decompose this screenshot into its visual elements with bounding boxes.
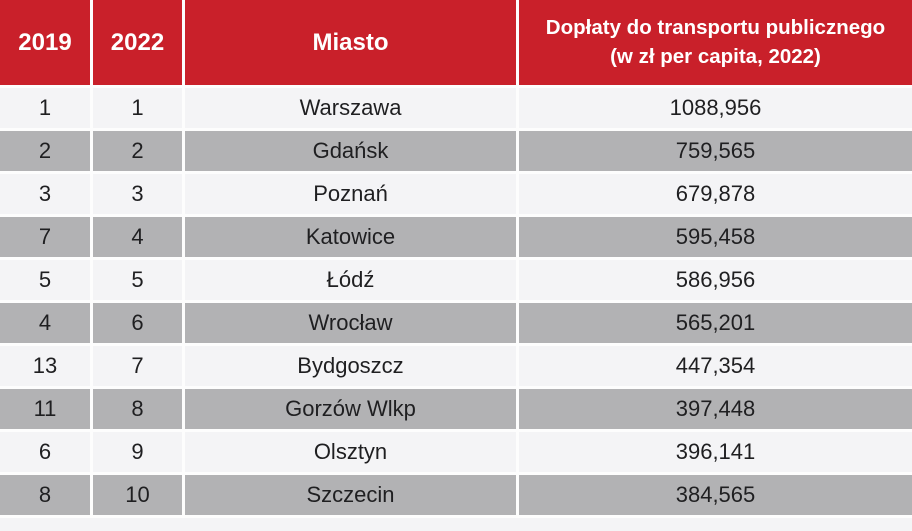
rank-2022-cell: 2 [93, 131, 182, 171]
rank-2022-cell: 5 [93, 260, 182, 300]
rank-2019-cell: 5 [0, 260, 90, 300]
value-cell: 679,878 [519, 174, 912, 214]
rank-2019-cell: 7 [0, 217, 90, 257]
column-header-value-line2: (w zł per capita, 2022) [610, 44, 821, 68]
city-cell: Bydgoszcz [185, 346, 516, 386]
city-cell: Gdańsk [185, 131, 516, 171]
rank-2022-cell: 4 [93, 217, 182, 257]
value-cell: 397,448 [519, 389, 912, 429]
rank-2019-cell: 8 [0, 475, 90, 515]
bottom-strip [0, 518, 912, 531]
value-cell: 586,956 [519, 260, 912, 300]
rank-2022-cell: 10 [93, 475, 182, 515]
rank-2019-cell: 4 [0, 303, 90, 343]
value-cell: 1088,956 [519, 88, 912, 128]
rank-2019-cell: 13 [0, 346, 90, 386]
rank-2022-cell: 6 [93, 303, 182, 343]
value-cell: 759,565 [519, 131, 912, 171]
rank-2022-cell: 7 [93, 346, 182, 386]
city-cell: Katowice [185, 217, 516, 257]
rank-2022-cell: 3 [93, 174, 182, 214]
rank-2019-cell: 6 [0, 432, 90, 472]
column-header-value-line1: Dopłaty do transportu publicznego [545, 15, 886, 39]
value-cell: 447,354 [519, 346, 912, 386]
rank-2019-cell: 2 [0, 131, 90, 171]
city-cell: Szczecin [185, 475, 516, 515]
value-cell: 565,201 [519, 303, 912, 343]
city-cell: Gorzów Wlkp [185, 389, 516, 429]
rank-2022-cell: 8 [93, 389, 182, 429]
city-cell: Łódź [185, 260, 516, 300]
city-cell: Wrocław [185, 303, 516, 343]
rank-2022-cell: 9 [93, 432, 182, 472]
data-table: 2019 2022 Miasto Dopłaty do transportu p… [0, 0, 912, 515]
column-header-rank-2022: 2022 [93, 0, 182, 85]
value-cell: 384,565 [519, 475, 912, 515]
rank-2019-cell: 11 [0, 389, 90, 429]
column-header-city: Miasto [185, 0, 516, 85]
value-cell: 396,141 [519, 432, 912, 472]
city-cell: Olsztyn [185, 432, 516, 472]
city-cell: Warszawa [185, 88, 516, 128]
city-cell: Poznań [185, 174, 516, 214]
column-header-rank-2019: 2019 [0, 0, 90, 85]
rank-2019-cell: 3 [0, 174, 90, 214]
column-header-value: Dopłaty do transportu publicznego (w zł … [519, 0, 912, 85]
rank-2022-cell: 1 [93, 88, 182, 128]
rank-2019-cell: 1 [0, 88, 90, 128]
value-cell: 595,458 [519, 217, 912, 257]
